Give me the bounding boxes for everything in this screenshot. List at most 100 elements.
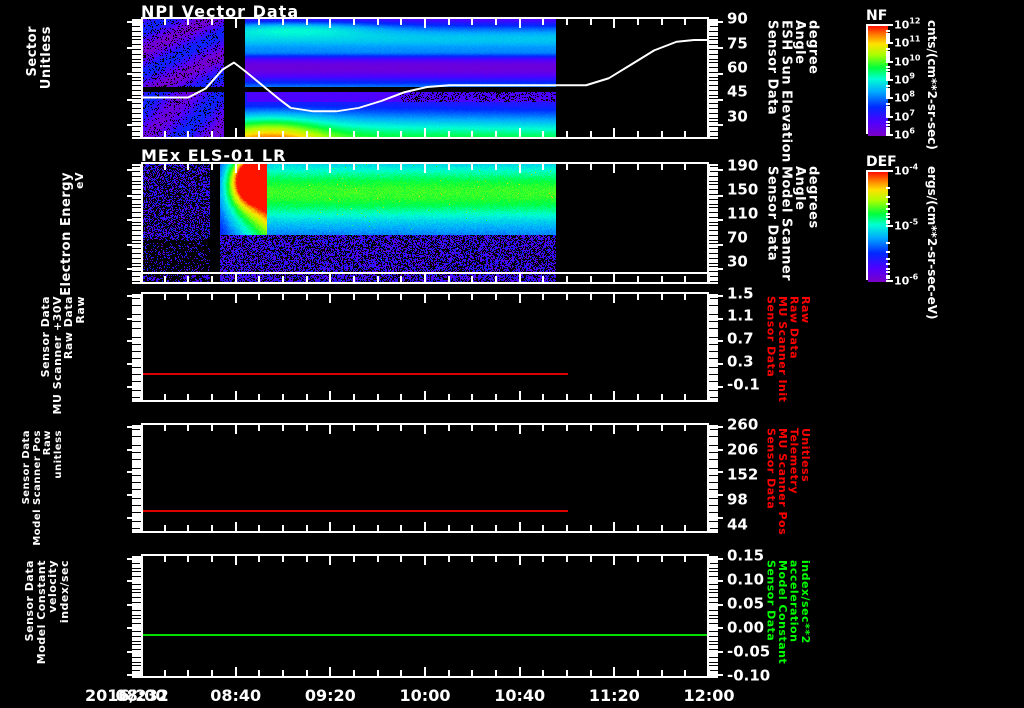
axis-tick (709, 306, 718, 308)
axis-tick (132, 624, 141, 626)
axis-tick (709, 124, 723, 126)
axis-tick (132, 655, 141, 657)
ylabel-p3-left-line-3: Raw (73, 296, 87, 324)
axis-tick (132, 134, 141, 136)
axis-tick (709, 558, 723, 560)
axis-tick (709, 40, 718, 42)
ytick-r-p4-2: 152 (727, 465, 759, 484)
axis-tick (132, 448, 141, 450)
axis-tick (132, 197, 141, 199)
colorbar-minor-tick (886, 128, 890, 131)
ytick-r-els-4: 30 (727, 252, 748, 271)
axis-tick (127, 21, 141, 23)
axis-tick (132, 372, 141, 374)
axis-tick (132, 86, 141, 88)
axis-tick (132, 81, 141, 83)
colorbar-tick (886, 170, 893, 172)
plot-area-els[interactable] (141, 162, 709, 284)
ylabel-p5-right-line-0: Sensor Data (764, 560, 778, 642)
axis-tick (132, 483, 141, 485)
axis-tick (709, 446, 718, 448)
time-tick-label: 11:20 (588, 686, 640, 705)
axis-tick (709, 99, 723, 101)
axis-tick (709, 111, 718, 113)
axis-tick (709, 487, 718, 489)
axis-tick (709, 50, 718, 52)
axis-tick (709, 363, 723, 365)
axis-tick (127, 318, 141, 320)
axis-tick (132, 317, 141, 319)
axis-tick (132, 531, 141, 533)
colorbar-minor-tick (886, 267, 890, 270)
axis-tick (127, 558, 141, 560)
colorbar-minor-tick (886, 29, 890, 32)
axis-tick (132, 345, 141, 347)
axis-tick (132, 106, 141, 108)
time-tick-label: 10:00 (399, 686, 451, 705)
ytick-r-npi-1: 75 (727, 34, 748, 53)
plot-area-model-scanner-pos[interactable] (141, 423, 709, 533)
colorbar-tick-label: 1011 (894, 35, 921, 50)
colorbar-minor-tick (886, 90, 890, 93)
ylabel-els-right: Sensor Data Model Scanner Angle degrees (765, 166, 821, 281)
axis-tick (709, 274, 718, 276)
plot-area-npi[interactable] (141, 17, 709, 139)
colorbar-minor-tick (886, 53, 890, 56)
colorbar-tick-label: 10-4 (894, 162, 919, 178)
colorbar-minor-tick (886, 39, 890, 42)
colorbar-minor-tick (886, 112, 890, 115)
axis-tick (709, 632, 718, 634)
axis-tick (709, 449, 723, 451)
colorbar-nf-title: NF (866, 8, 888, 24)
axis-tick (709, 386, 718, 388)
colorbar-def-title: DEF (866, 154, 897, 170)
axis-tick (709, 483, 718, 485)
axis-tick (709, 208, 718, 210)
axis-tick (132, 306, 141, 308)
axis-tick (132, 96, 141, 98)
colorbar-minor-tick (886, 129, 890, 132)
axis-tick (132, 577, 141, 579)
axis-tick (709, 303, 718, 305)
axis-tick (709, 439, 718, 441)
axis-tick (127, 651, 141, 653)
ylabel-p4-left-line-2: Raw (42, 430, 53, 456)
axis-tick (709, 215, 718, 217)
ylabel-p3-left-line-2: Raw Data (62, 296, 76, 360)
axis-tick (709, 70, 718, 72)
time-tick-label: 08:40 (210, 686, 262, 705)
plot-area-mu-scanner-30v[interactable] (141, 292, 709, 402)
axis-tick (709, 561, 718, 563)
axis-tick (709, 335, 718, 337)
axis-tick (132, 663, 141, 665)
axis-tick (709, 388, 718, 390)
axis-tick (709, 294, 718, 296)
ytick-r-p5-4: -0.05 (727, 642, 771, 661)
axis-tick (709, 384, 718, 386)
axis-tick (132, 391, 141, 393)
axis-tick (132, 469, 141, 471)
ylabel-p3-right-line-3: Raw (799, 296, 813, 324)
plot-area-model-constant-velocity[interactable] (141, 554, 709, 678)
colorbar-tick-label: 1010 (894, 53, 921, 68)
axis-tick (709, 172, 718, 174)
colorbar-minor-tick (886, 121, 890, 124)
axis-tick (709, 19, 718, 21)
axis-tick (709, 375, 718, 377)
axis-tick (709, 91, 718, 93)
axis-tick (132, 658, 141, 660)
axis-tick (127, 340, 141, 342)
axis-tick (127, 244, 141, 246)
axis-tick (132, 425, 141, 427)
axis-tick (132, 322, 141, 324)
axis-tick (132, 37, 141, 39)
axis-tick (132, 101, 141, 103)
axis-tick (132, 478, 141, 480)
axis-tick (709, 434, 718, 436)
axis-tick (709, 259, 718, 261)
colorbar-minor-tick (886, 78, 890, 81)
axis-tick (127, 674, 141, 676)
axis-tick (132, 569, 141, 571)
ylabel-p5-left-line-2: velocity (46, 560, 60, 613)
